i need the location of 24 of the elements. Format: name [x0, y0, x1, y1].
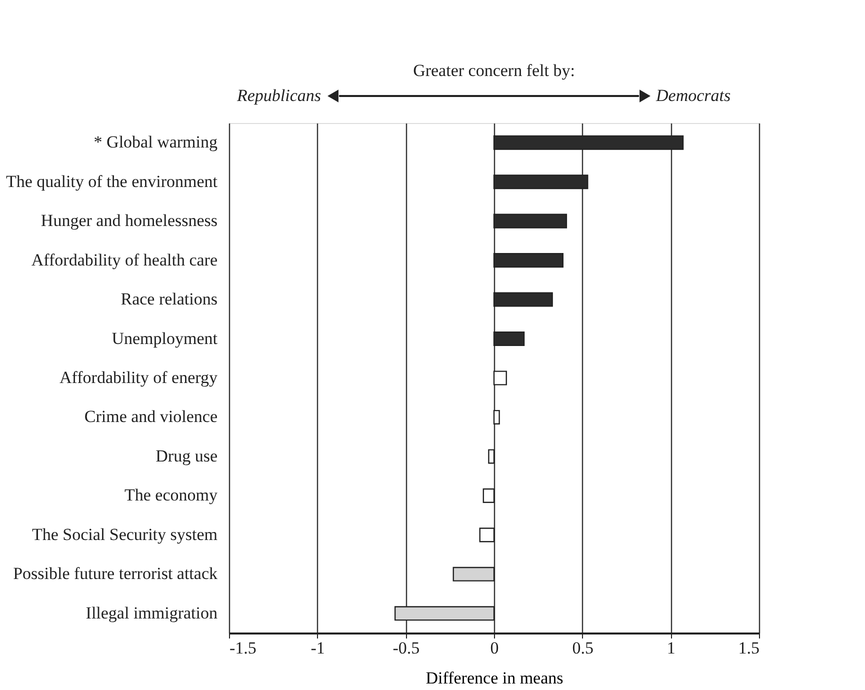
x-tick-label: -1 [310, 638, 325, 658]
y-tick-label: Crime and violence [84, 407, 218, 426]
y-tick-label: Unemployment [112, 328, 218, 348]
x-tick-label: -1.5 [230, 638, 256, 658]
x-tick-label: 0.5 [572, 638, 594, 658]
x-tick-label: 0 [490, 638, 499, 658]
y-tick-label: Hunger and homelessness [40, 211, 218, 230]
x-tick-label: 1 [666, 638, 676, 658]
y-tick-label: The Social Security system [32, 524, 218, 544]
y-tick-label: Affordability of energy [60, 368, 218, 387]
text: Democrats [655, 86, 731, 105]
x-tick-label: -0.5 [392, 638, 420, 658]
y-tick-label: Race relations [120, 290, 218, 309]
y-tick-label: Drug use [156, 446, 218, 466]
y-tick-label: Illegal immigration [86, 603, 218, 622]
y-tick-label: The quality of the environment [6, 172, 218, 191]
x-axis-title: Difference in means [426, 668, 564, 688]
text: Greater concern felt by: [413, 61, 575, 80]
y-tick-label: The economy [124, 486, 218, 505]
text: Republicans [236, 86, 322, 105]
y-tick-label: * Global warming [94, 132, 218, 152]
y-tick-label: Possible future terrorist attack [13, 564, 218, 584]
y-tick-label: Affordability of health care [31, 250, 218, 270]
x-tick-label: 1.5 [738, 638, 760, 658]
